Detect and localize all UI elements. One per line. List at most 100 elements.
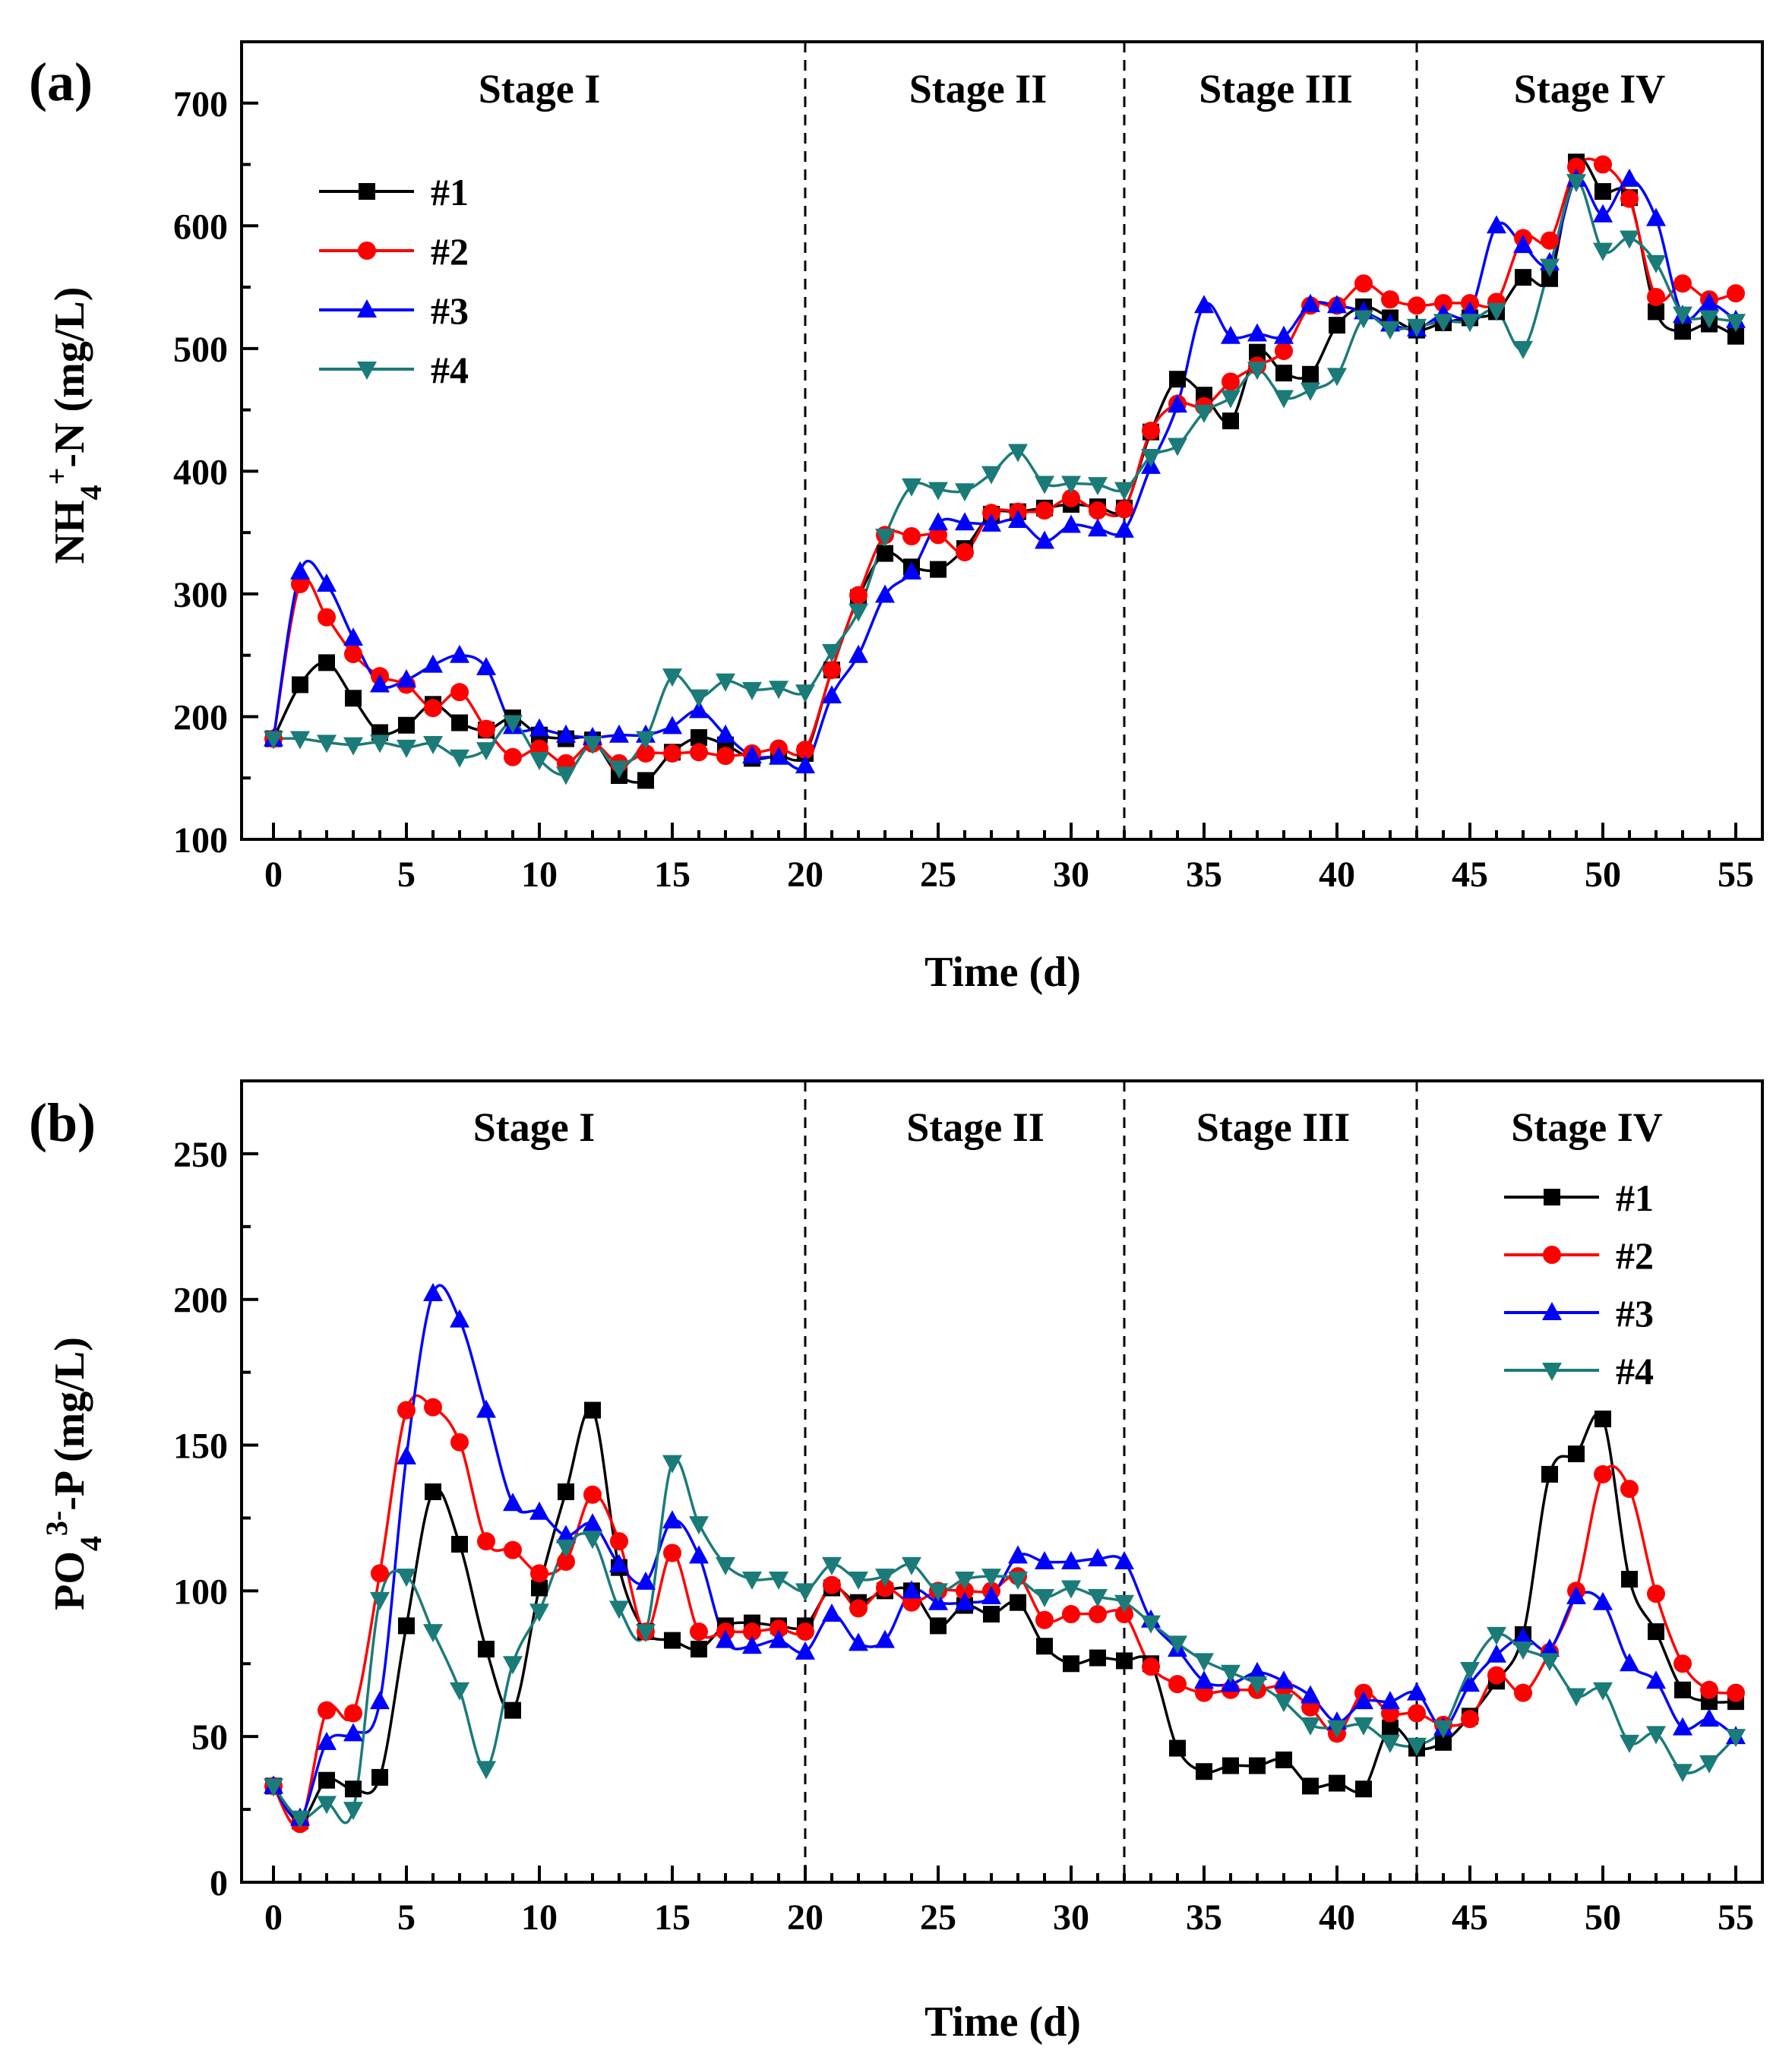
panel-a-series-3-point <box>609 724 629 743</box>
panel-b-series-3-point <box>636 1571 656 1590</box>
panel-a-series-1-point <box>1727 327 1744 345</box>
panel-a-legend-item-4: #4 <box>319 349 469 391</box>
panel-b-series-3-point <box>1247 1661 1267 1680</box>
panel-a-series-3-point <box>1487 215 1506 234</box>
panel-b-series-2-point <box>1115 1605 1133 1624</box>
panel-b-legend-marker-4 <box>1542 1363 1562 1381</box>
panel-a-series-4-point <box>450 749 469 768</box>
panel-b-series-4-point <box>928 1583 948 1602</box>
panel-a-series-4-point <box>1247 362 1267 381</box>
panel-a-series-4-point <box>769 681 789 700</box>
panel-b-series-2-point <box>849 1599 868 1618</box>
panel-b-legend-label-2: #2 <box>1616 1234 1654 1277</box>
panel-b-series-2-point <box>1168 1675 1187 1694</box>
panel-b-series-4-point <box>1168 1635 1187 1654</box>
panel-b-x-tick-label: 10 <box>521 1897 558 1938</box>
panel-b-series-3-point <box>1566 1586 1586 1605</box>
panel-a-series-4-point <box>1061 476 1081 494</box>
panel-a-series-2-point <box>1594 155 1612 174</box>
panel-a-series-3-point <box>1593 204 1613 223</box>
panel-a-series-3-point <box>902 561 921 580</box>
panel-a-series-2-point <box>796 741 814 760</box>
panel-a-series-2-point <box>663 744 681 763</box>
panel-a-x-tick-label: 35 <box>1186 855 1222 895</box>
panel-a-series-4-point <box>1433 314 1453 333</box>
panel-b-series-1-point <box>1674 1681 1691 1698</box>
panel-b-series-2-point <box>610 1532 628 1551</box>
panel-a-series-3-point <box>742 745 762 764</box>
panel-a-series-2-point <box>504 747 522 766</box>
panel-b-series-3-point <box>1088 1548 1108 1567</box>
panel-a-x-tick-label: 20 <box>787 855 823 895</box>
panel-a-series-2-point <box>450 683 469 702</box>
panel-a-x-tick-label: 10 <box>521 855 558 895</box>
panel-b-series-3-point <box>317 1731 337 1750</box>
panel-b-series-4-point <box>1327 1720 1347 1739</box>
panel-a-series-2-point <box>1222 372 1240 391</box>
panel-b-series-1-point <box>1329 1774 1345 1792</box>
panel-a-series-3-point <box>1327 295 1347 314</box>
panel-a-series-1-point <box>1648 303 1664 321</box>
panel-b-series-2-point <box>1089 1605 1107 1624</box>
panel-a-legend-item-1: #1 <box>319 171 469 213</box>
panel-a-series-4-point <box>1221 390 1240 409</box>
panel-a-series-4-point <box>1699 310 1719 329</box>
panel-a-series-4-point <box>1008 444 1028 463</box>
panel-b-series-1-point <box>345 1780 362 1798</box>
panel-a-series-1-point <box>451 714 468 731</box>
panel-b-y-title-sub: 4 <box>74 1536 108 1551</box>
panel-a-legend: #1 #2 #3 #4 <box>319 171 469 391</box>
panel-a-x-tick-label: 50 <box>1585 855 1621 895</box>
panel-b-series-1-point <box>1116 1652 1133 1670</box>
panel-a-x-tick-label: 15 <box>654 855 691 895</box>
panel-b-series-3-point <box>1487 1644 1506 1663</box>
panel-b-series-1-point <box>1169 1739 1186 1757</box>
panel-a-series-3-point <box>1699 292 1719 311</box>
panel-b-series-1-point <box>1568 1445 1585 1463</box>
panel-b-legend-item-4: #4 <box>1504 1350 1654 1392</box>
panel-a-series-3-point <box>1194 295 1214 314</box>
panel-b-series-4-point <box>529 1603 549 1622</box>
panel-a-series-2-point <box>1647 288 1665 306</box>
panel-a-series-3-point <box>1061 514 1081 533</box>
panel-a-series-4-point <box>1726 314 1746 333</box>
panel-b-series-3-point <box>343 1723 363 1742</box>
panel-a-legend-marker-3 <box>357 299 377 318</box>
panel-b-series-2-point <box>344 1704 362 1723</box>
panel-b-series-4-point <box>1620 1734 1639 1753</box>
panel-a-series-1-point <box>398 716 415 734</box>
panel-b-series-3-point <box>1540 1638 1560 1657</box>
panel-b-series-1-point <box>1063 1655 1079 1673</box>
panel-b-series-3-point <box>1407 1682 1427 1701</box>
panel-a-series-2-point <box>1541 231 1559 250</box>
panel-b-series-4-point <box>1141 1615 1161 1634</box>
panel-a-series-4-point <box>689 689 709 708</box>
panel-b-x-tick-label: 5 <box>397 1897 416 1938</box>
panel-a-series-4-point <box>1566 174 1586 193</box>
panel-b-series-2-point <box>1594 1464 1612 1483</box>
panel-b-series-1-point <box>691 1641 707 1658</box>
panel-b-series-4-point <box>662 1455 682 1474</box>
panel-b-x-tick-label: 0 <box>264 1897 283 1938</box>
panel-a-series-2-point <box>956 543 974 561</box>
panel-b-series-3-point <box>1620 1653 1639 1672</box>
panel-a-series-2-point <box>318 608 336 627</box>
panel-b-series-4-point <box>1035 1589 1054 1608</box>
panel-b-series-1-point <box>1196 1763 1212 1780</box>
panel-a-plot-frame <box>240 40 1764 841</box>
panel-a-series-3-point <box>795 755 815 774</box>
panel-a-legend-marker-4 <box>357 362 377 380</box>
panel-a-series-4-point <box>370 735 390 754</box>
panel-b-series-3-point <box>742 1635 762 1654</box>
panel-b-series-4-point <box>1699 1755 1719 1774</box>
panel-b-series-1-point <box>584 1401 601 1419</box>
panel-b-series-1-point <box>1541 1465 1558 1483</box>
panel-b-series-1-point <box>983 1606 1000 1623</box>
panel-a-series-3-point <box>529 718 549 737</box>
panel-b-series-4-point <box>1380 1734 1400 1753</box>
panel-a-y-tick-label: 400 <box>173 452 228 492</box>
panel-a-series-2-point <box>1673 274 1692 293</box>
panel-a-series-4-point <box>529 752 549 770</box>
panel-b-series-3-point <box>1301 1685 1320 1704</box>
